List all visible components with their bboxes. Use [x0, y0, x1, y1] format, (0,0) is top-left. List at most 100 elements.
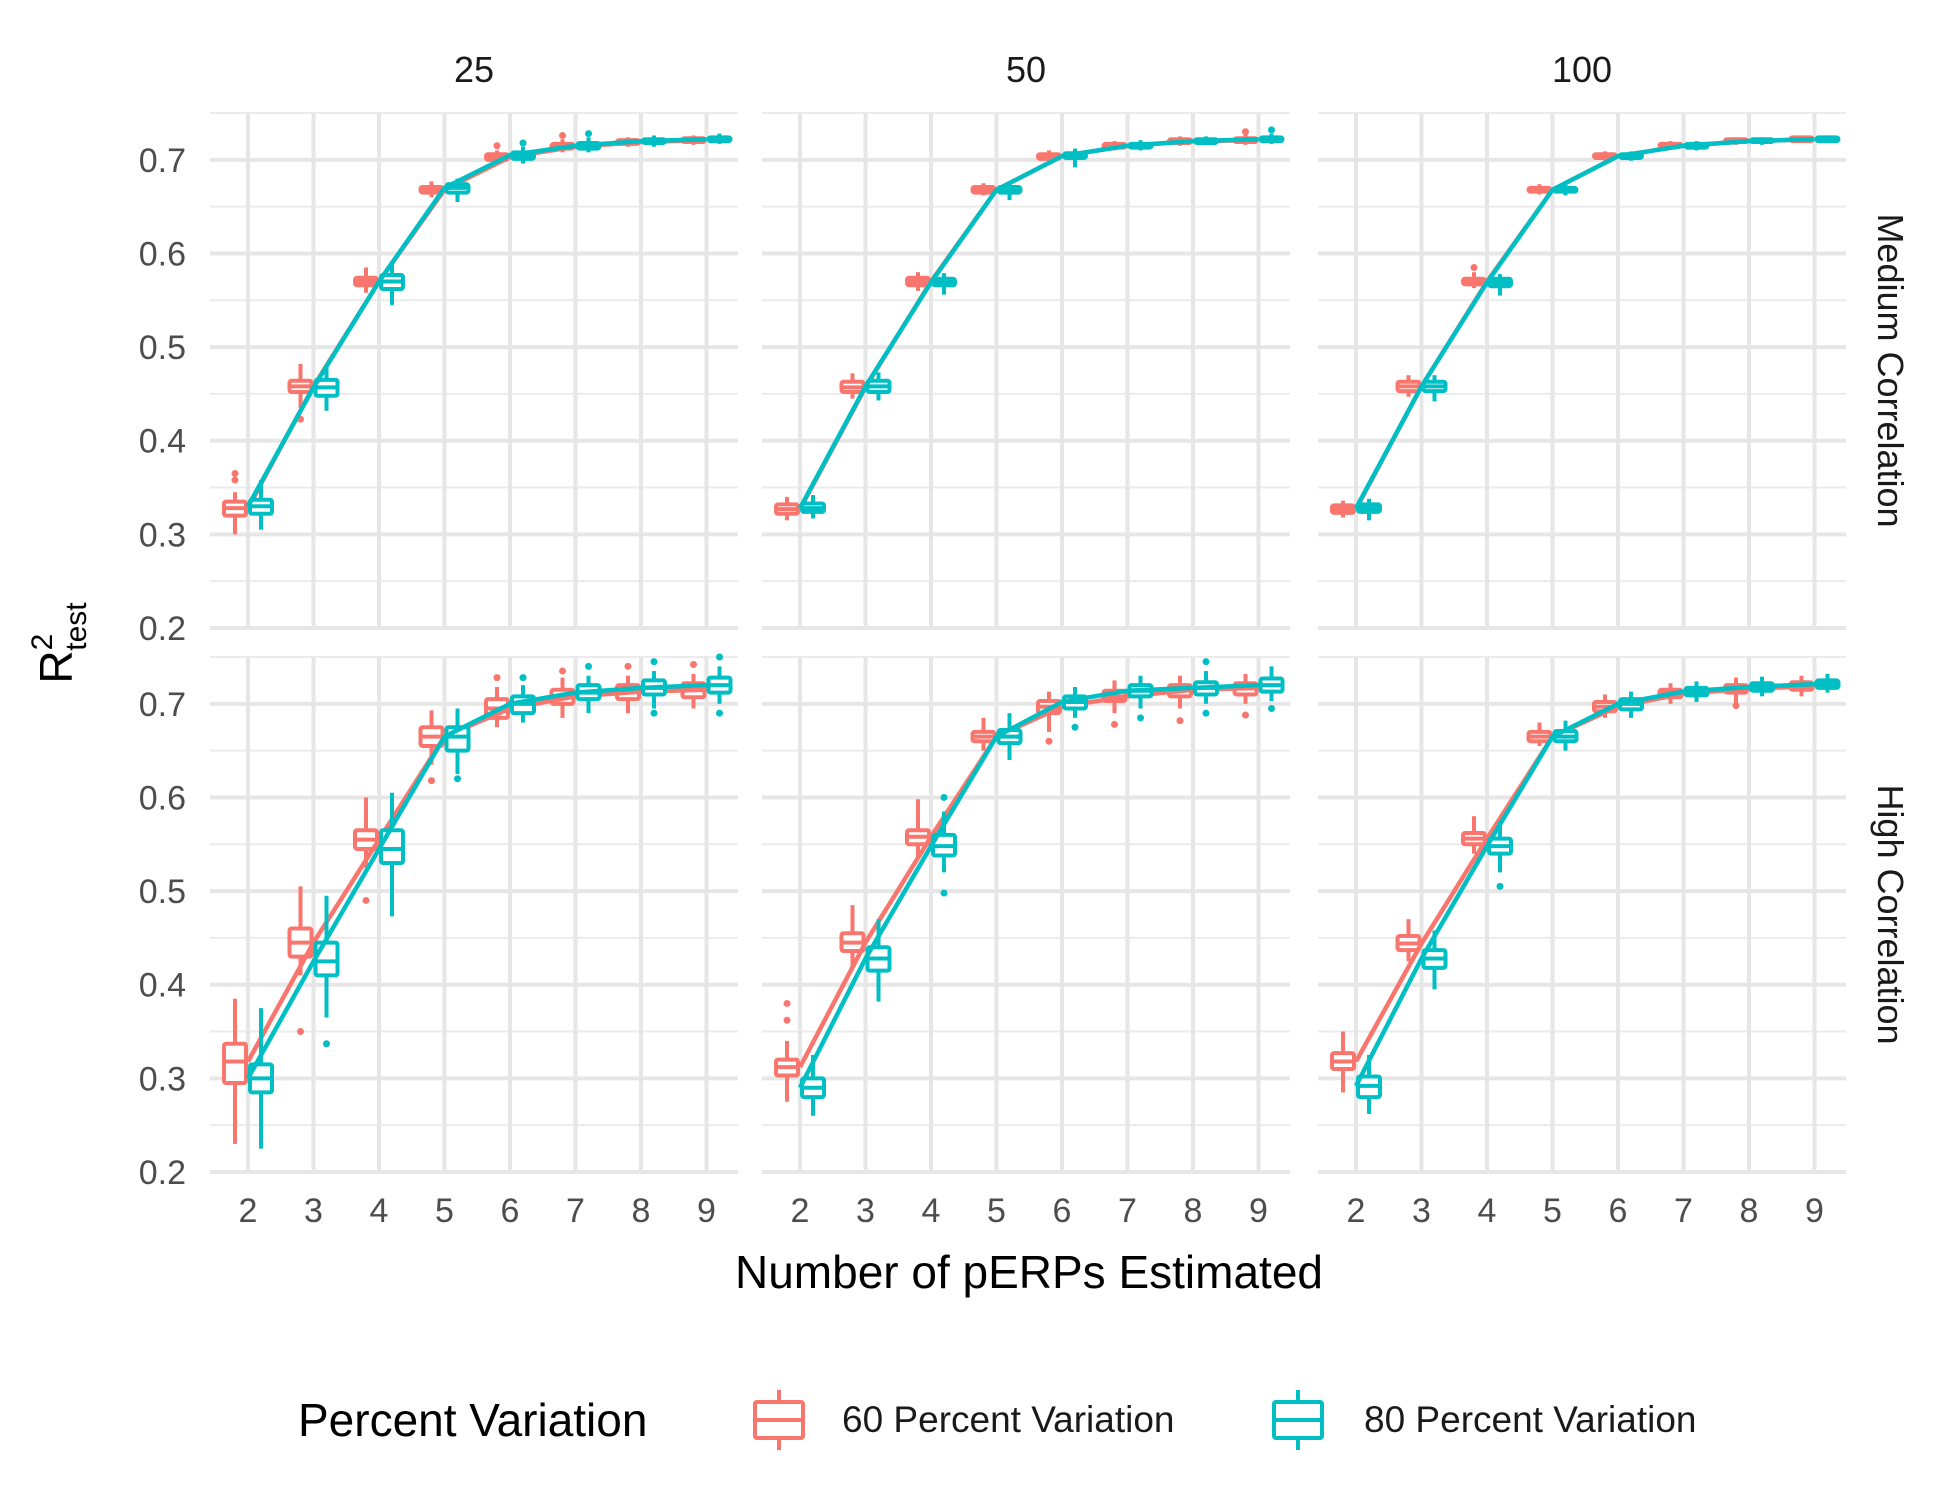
- x-tick-label: 8: [1184, 1192, 1203, 1230]
- outlier-point-80: [585, 662, 592, 670]
- strip-label-50: 50: [1006, 49, 1046, 90]
- x-tick-label: 4: [922, 1192, 941, 1230]
- median-line-80: [797, 682, 1259, 1089]
- panel-data-100-0: [1330, 135, 1841, 521]
- strip-label-row-1: High Correlation: [1870, 784, 1911, 1044]
- outlier-point-80: [519, 674, 527, 682]
- x-tick-label: 6: [501, 1192, 520, 1230]
- outlier-point-80: [454, 775, 461, 783]
- box-80: [313, 940, 340, 978]
- outlier-point-80: [1268, 705, 1275, 712]
- outlier-point-60: [624, 662, 632, 670]
- median-line-60: [798, 137, 1259, 511]
- outlier-point-60: [783, 999, 791, 1007]
- outlier-point-80: [650, 709, 658, 717]
- panel-50-1: [762, 656, 1290, 1174]
- y-tick-label: 0.2: [139, 1154, 186, 1192]
- median-line-60: [246, 137, 707, 510]
- outlier-point-60: [1045, 737, 1053, 745]
- legend: Percent Variation 60 Percent Variation 80 …: [298, 1390, 1697, 1450]
- outlier-point-60: [1242, 711, 1249, 719]
- y-tick-label: 0.4: [139, 967, 186, 1005]
- x-tick-label: 4: [370, 1192, 389, 1230]
- legend-title: Percent Variation: [298, 1394, 647, 1446]
- x-tick-label: 5: [987, 1192, 1006, 1230]
- outlier-point-60: [428, 777, 435, 785]
- panel-data-25-0: [222, 130, 733, 535]
- outlier-point-60: [559, 667, 566, 675]
- panel-data-50-0: [774, 126, 1285, 521]
- x-tick-label: 2: [239, 1192, 258, 1230]
- median-line-80: [1354, 136, 1815, 510]
- x-tick-label: 3: [304, 1192, 323, 1230]
- median-line-60: [1354, 136, 1815, 511]
- panel-100-0: [1318, 112, 1846, 630]
- legend-label: 80 Percent Variation: [1364, 1399, 1697, 1440]
- x-tick-label: 4: [1478, 1192, 1497, 1230]
- box-80: [379, 828, 405, 866]
- x-tick-label: 8: [1740, 1192, 1759, 1230]
- median-line-60: [798, 685, 1259, 1069]
- y-tick-label: 0.3: [139, 516, 186, 554]
- strip-label-row-0: Medium Correlation: [1870, 213, 1911, 527]
- x-tick-label: 5: [1543, 1192, 1562, 1230]
- outlier-point-80: [940, 889, 948, 897]
- outlier-point-60: [690, 660, 697, 668]
- legend-label: 60 Percent Variation: [842, 1399, 1175, 1440]
- outlier-point-60: [493, 142, 501, 150]
- outlier-point-80: [323, 1040, 330, 1048]
- median-line-80: [246, 682, 707, 1080]
- outlier-point-80: [716, 709, 723, 717]
- outlier-point-60: [783, 1016, 791, 1024]
- y-axis-title-sup: 2: [26, 634, 59, 651]
- y-tick-label: 0.4: [139, 423, 186, 461]
- x-tick-label: 7: [1118, 1192, 1137, 1230]
- median-line-60: [246, 687, 707, 1063]
- outlier-point-80: [1496, 882, 1504, 890]
- x-tick-label: 2: [791, 1192, 810, 1230]
- x-axis-title: Number of pERPs Estimated: [735, 1246, 1323, 1298]
- median-line-80: [246, 136, 707, 508]
- outlier-point-60: [1732, 702, 1740, 710]
- strip-label-25: 25: [454, 49, 494, 90]
- outlier-point-60: [362, 896, 370, 904]
- y-axis-title: R2test: [26, 602, 93, 684]
- panel-data-50-1: [774, 658, 1285, 1116]
- outlier-point-60: [231, 476, 239, 484]
- outlier-point-80: [940, 793, 948, 801]
- panel-50-0: [762, 112, 1290, 630]
- outlier-point-80: [1202, 709, 1210, 717]
- x-tick-label: 6: [1053, 1192, 1072, 1230]
- outlier-point-80: [716, 653, 723, 661]
- x-tick-label: 2: [1347, 1192, 1366, 1230]
- y-tick-label: 0.7: [139, 142, 186, 180]
- panel-100-1: [1318, 656, 1846, 1174]
- x-tick-label: 5: [435, 1192, 454, 1230]
- y-tick-label: 0.5: [139, 873, 186, 911]
- panel-25-1: [210, 656, 738, 1174]
- y-tick-label: 0.5: [139, 329, 186, 367]
- median-line-80: [798, 136, 1259, 510]
- outlier-point-80: [1268, 126, 1275, 134]
- x-tick-label: 7: [566, 1192, 585, 1230]
- outlier-point-60: [493, 674, 501, 682]
- outlier-point-60: [1111, 720, 1118, 728]
- outlier-point-60: [1176, 717, 1184, 725]
- outlier-point-60: [559, 131, 566, 139]
- x-tick-label: 8: [632, 1192, 651, 1230]
- y-tick-label: 0.2: [139, 610, 186, 648]
- x-tick-label: 9: [697, 1192, 716, 1230]
- outlier-point-80: [650, 658, 658, 666]
- x-tick-label: 7: [1674, 1192, 1693, 1230]
- outlier-point-80: [585, 130, 592, 138]
- x-tick-label: 9: [1805, 1192, 1824, 1230]
- y-axis-title-main: R: [30, 650, 82, 683]
- y-tick-label: 0.3: [139, 1060, 186, 1098]
- outlier-point-80: [519, 139, 527, 147]
- outlier-point-60: [297, 1028, 304, 1036]
- y-axis-title-sub: test: [60, 602, 93, 651]
- y-tick-label: 0.7: [139, 686, 186, 724]
- x-tick-label: 3: [856, 1192, 875, 1230]
- median-line-80: [1353, 681, 1815, 1087]
- outlier-point-80: [1137, 714, 1144, 722]
